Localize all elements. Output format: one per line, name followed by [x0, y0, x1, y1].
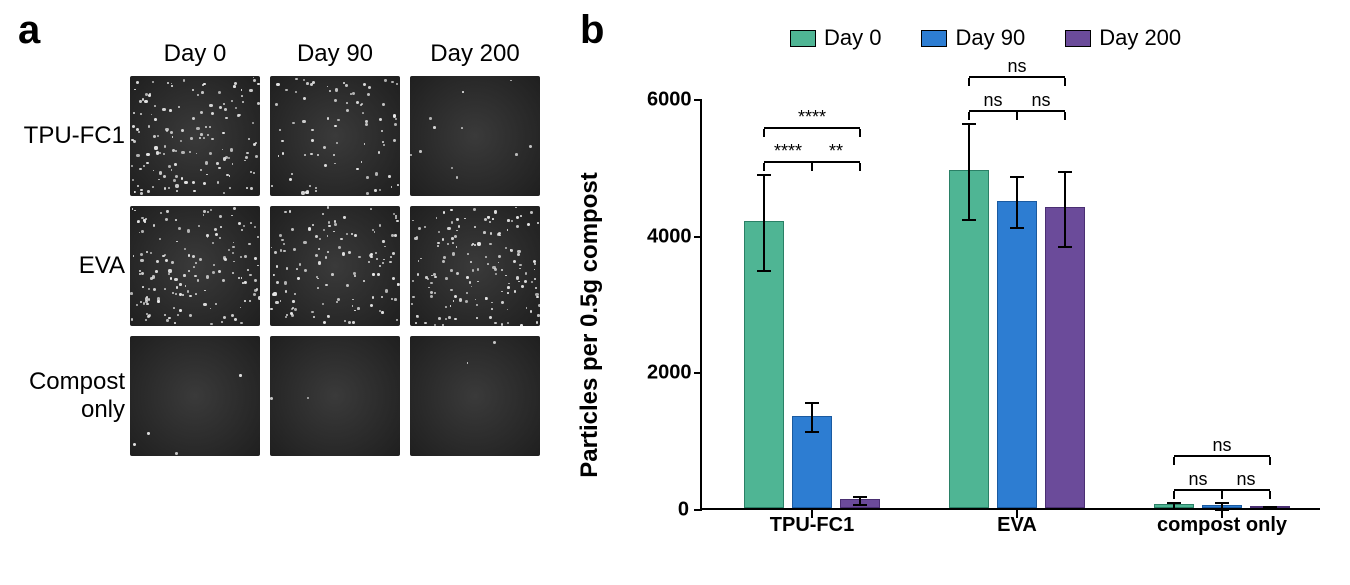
panel-b-label: b — [580, 8, 604, 53]
y-tick-label: 4000 — [647, 225, 689, 248]
micrograph-grid: Day 0 Day 90 Day 200 TPU-FC1EVAComposton… — [130, 40, 550, 466]
chart-bar — [1045, 207, 1085, 508]
legend-item: Day 90 — [921, 25, 1025, 51]
micrograph — [270, 336, 400, 456]
legend-label: Day 0 — [824, 25, 881, 51]
sig-label: ns — [1212, 435, 1231, 456]
micrograph — [410, 76, 540, 196]
y-tick-label: 0 — [647, 499, 689, 522]
micrograph-row: Compostonly — [130, 336, 550, 456]
row-label: Compostonly — [0, 368, 125, 423]
panel-b: b Day 0 Day 90 Day 200 Particles per 0.5g … — [570, 0, 1350, 585]
group-label: EVA — [927, 514, 1107, 537]
legend-item: Day 0 — [790, 25, 881, 51]
sig-label: ns — [1188, 469, 1207, 490]
y-axis-label: Particles per 0.5g compost — [576, 172, 604, 477]
panel-a: a Day 0 Day 90 Day 200 TPU-FC1EVACompost… — [0, 0, 570, 585]
panel-a-label: a — [18, 8, 40, 53]
sig-label: ns — [1007, 56, 1026, 77]
group-label: TPU-FC1 — [722, 514, 902, 537]
micrograph-row: TPU-FC1 — [130, 76, 550, 196]
sig-label: ns — [983, 90, 1002, 111]
legend-swatch — [790, 30, 816, 47]
legend-swatch — [921, 30, 947, 47]
sig-label: ** — [829, 141, 843, 162]
legend-label: Day 90 — [955, 25, 1025, 51]
micrograph — [410, 336, 540, 456]
sig-label: ns — [1236, 469, 1255, 490]
chart-legend: Day 0 Day 90 Day 200 — [790, 25, 1181, 51]
y-tick-label: 2000 — [647, 362, 689, 385]
legend-item: Day 200 — [1065, 25, 1181, 51]
sig-label: ns — [1031, 90, 1050, 111]
panel-a-col-headers: Day 0 Day 90 Day 200 — [130, 40, 550, 68]
chart-axes: 0200040006000TPU-FC1**********EVAnsnsnsc… — [700, 100, 1320, 510]
col-header: Day 200 — [410, 40, 540, 68]
row-label: EVA — [0, 252, 125, 280]
col-header: Day 90 — [270, 40, 400, 68]
micrograph — [270, 76, 400, 196]
legend-swatch — [1065, 30, 1091, 47]
bar-chart: Particles per 0.5g compost 0200040006000… — [640, 100, 1330, 550]
micrograph — [410, 206, 540, 326]
chart-bar — [997, 201, 1037, 509]
row-label: TPU-FC1 — [0, 122, 125, 150]
micrograph — [130, 206, 260, 326]
legend-label: Day 200 — [1099, 25, 1181, 51]
y-tick-label: 6000 — [647, 89, 689, 112]
micrograph — [270, 206, 400, 326]
group-label: compost only — [1132, 514, 1312, 537]
col-header: Day 0 — [130, 40, 260, 68]
sig-label: **** — [774, 141, 802, 162]
micrograph — [130, 76, 260, 196]
micrograph — [130, 336, 260, 456]
micrograph-row: EVA — [130, 206, 550, 326]
sig-label: **** — [798, 107, 826, 128]
